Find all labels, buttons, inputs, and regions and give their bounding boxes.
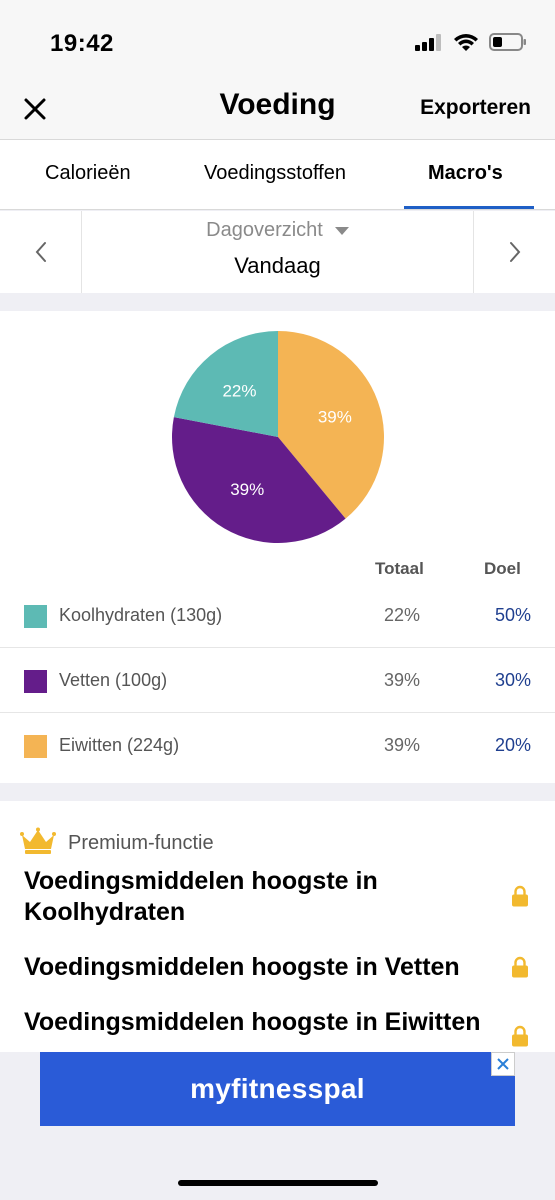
close-icon [24,98,46,120]
wifi-icon [454,34,478,51]
ad-text: myfitnesspal [190,1073,365,1104]
lock-icon [512,1025,528,1047]
swatch-protein [24,735,47,758]
label-carbs: 22% [222,381,256,400]
previous-day-button[interactable] [0,211,82,293]
macro-chart-card: 39% 39% 22% Totaal Doel Koolhydraten (130g… [0,311,555,783]
macro-total: 22% [383,605,421,625]
lock-icon [512,885,528,907]
battery-icon [489,33,526,51]
label-fats: 39% [230,480,264,499]
close-icon [497,1058,509,1070]
home-indicator [178,1180,378,1186]
caret-down-icon [334,226,349,235]
macro-goal: 30% [494,670,531,690]
slice-carbs [173,331,278,437]
status-time: 19:42 [50,30,114,57]
day-value: Vandaag [234,253,321,278]
premium-item-carbs[interactable]: Voedingsmiddelen hoogste in Koolhydraten [24,867,378,926]
pie-svg: 39% 39% 22% [172,331,384,543]
macro-goal: 20% [494,735,531,755]
status-icons [415,32,527,52]
macro-row-protein: Eiwitten (224g) 39% 20% [0,713,555,778]
next-day-button[interactable] [473,211,555,293]
day-view-label: Dagoverzicht [206,219,323,241]
macro-name: Vetten (100g) [59,670,168,690]
tab-calories[interactable]: Calorieën [45,162,131,184]
macro-goal: 50% [494,605,531,625]
label-protein: 39% [318,408,352,427]
macro-name: Koolhydraten (130g) [59,605,223,625]
signal-icon [415,34,441,51]
lock-icon [512,956,528,978]
day-selector: Dagoverzicht Vandaag [0,211,555,293]
macro-row-carbs: Koolhydraten (130g) 22% 50% [0,583,555,648]
premium-label: Premium-functie [68,832,214,854]
slice-protein [278,331,384,519]
premium-item-fats[interactable]: Voedingsmiddelen hoogste in Vetten [24,953,460,981]
status-bar: 19:42 [0,0,555,80]
macro-total: 39% [383,735,421,755]
page-title: Voeding [219,88,336,121]
column-header-goal: Doel [484,559,521,578]
swatch-fats [24,670,47,693]
macro-pie-chart: 39% 39% 22% [170,329,386,545]
export-button[interactable]: Exporteren [420,96,531,119]
crown-icon [20,827,56,854]
swatch-carbs [24,605,47,628]
macro-name: Eiwitten (224g) [59,735,180,755]
premium-item-protein[interactable]: Voedingsmiddelen hoogste in Eiwitten [24,1008,481,1036]
close-button[interactable] [20,94,50,124]
nav-bar: Voeding Exporteren [0,80,555,140]
ad-close-button[interactable] [491,1052,515,1076]
tab-macros[interactable]: Macro's [428,162,503,184]
macro-total: 39% [383,670,421,690]
tab-nutrients[interactable]: Voedingsstoffen [204,162,346,184]
column-header-total: Totaal [375,559,424,578]
chevron-right-icon [509,242,520,262]
chevron-left-icon [35,242,46,262]
slice-fats [172,417,346,543]
premium-card: Premium-functie Voedingsmiddelen hoogste… [0,801,555,1061]
ad-banner[interactable]: myfitnesspal [40,1052,515,1126]
macro-row-fats: Vetten (100g) 39% 30% [0,648,555,713]
tab-bar: Calorieën Voedingsstoffen Macro's [0,140,555,210]
ad-area: myfitnesspal [0,1052,555,1200]
active-tab-indicator [404,206,534,209]
